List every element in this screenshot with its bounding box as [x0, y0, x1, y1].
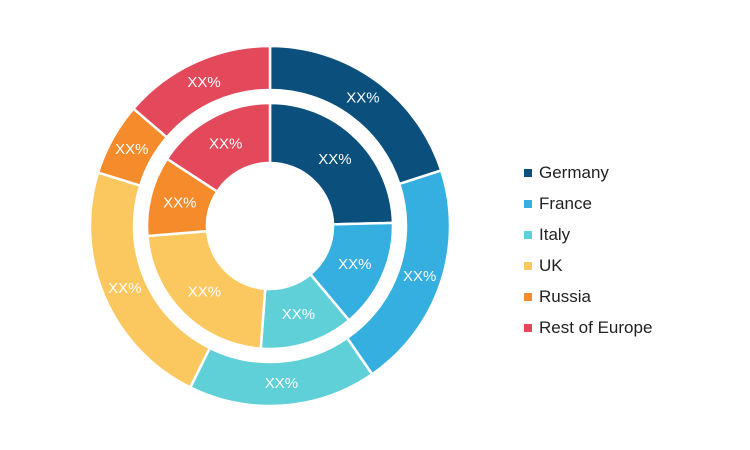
legend-swatch-russia	[524, 292, 532, 301]
legend-item-rest-of-europe: Rest of Europe	[524, 312, 652, 343]
legend-item-germany: Germany	[524, 157, 652, 188]
inner-slice-uk	[146, 229, 267, 350]
inner-slice-label-france: XX%	[338, 256, 371, 273]
legend-item-russia: Russia	[524, 281, 652, 312]
chart-legend: Germany France Italy UK Russia Rest of E…	[524, 157, 652, 343]
legend-label-germany: Germany	[539, 162, 609, 182]
inner-slice-label-germany: XX%	[318, 151, 351, 168]
outer-slice-label-uk: XX%	[108, 280, 141, 297]
legend-label-france: France	[539, 193, 592, 213]
legend-swatch-italy	[524, 230, 532, 239]
inner-slice-label-italy: XX%	[282, 306, 315, 323]
inner-slice-label-uk: XX%	[188, 283, 221, 300]
inner-slice-label-russia: XX%	[163, 195, 196, 212]
outer-slice-label-germany: XX%	[346, 90, 379, 107]
inner-slice-label-rest-of-europe: XX%	[209, 136, 242, 153]
legend-label-russia: Russia	[539, 286, 591, 306]
legend-swatch-uk	[524, 261, 532, 270]
outer-slice-rest-of-europe	[132, 44, 272, 139]
legend-swatch-germany	[524, 168, 532, 177]
legend-label-rest-of-europe: Rest of Europe	[539, 317, 653, 337]
outer-slice-label-rest-of-europe: XX%	[187, 74, 220, 91]
legend-item-france: France	[524, 188, 652, 219]
outer-slice-label-russia: XX%	[115, 141, 148, 158]
inner-slice-rest-of-europe	[165, 101, 272, 193]
legend-label-uk: UK	[539, 255, 563, 275]
outer-slice-label-italy: XX%	[265, 375, 298, 392]
inner-slice-germany	[268, 101, 395, 226]
outer-slice-label-france: XX%	[403, 268, 436, 285]
legend-item-uk: UK	[524, 250, 652, 281]
legend-item-italy: Italy	[524, 219, 652, 250]
legend-label-italy: Italy	[539, 224, 571, 244]
legend-swatch-rest-of-europe	[524, 323, 532, 332]
legend-swatch-france	[524, 199, 532, 208]
